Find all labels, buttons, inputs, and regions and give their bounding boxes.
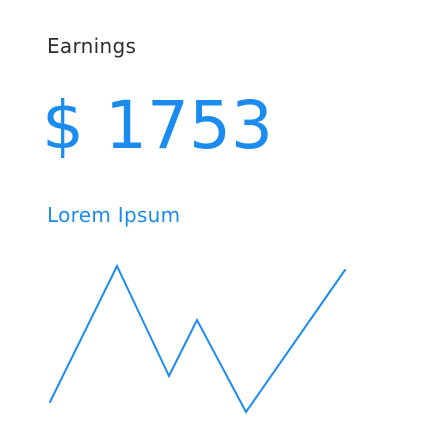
card-title: Earnings (47, 34, 137, 58)
earnings-amount: $ 1753 (42, 87, 273, 164)
card-subtitle: Lorem Ipsum (47, 203, 181, 227)
sparkline-line (49, 263, 346, 414)
